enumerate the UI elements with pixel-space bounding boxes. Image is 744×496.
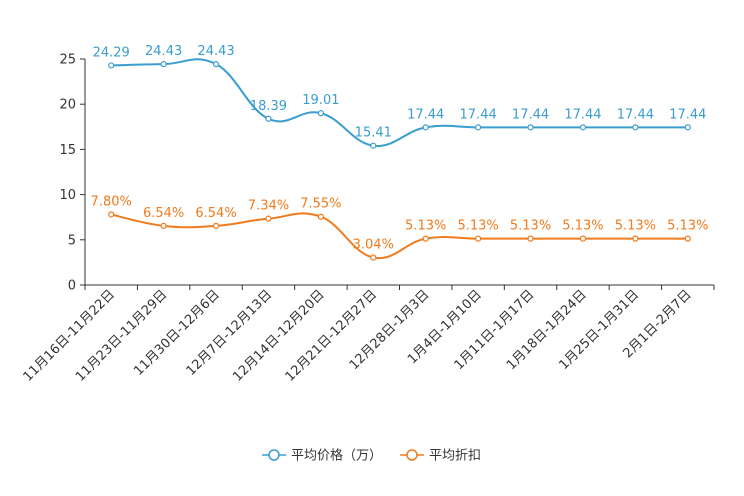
data-point[interactable] (422, 235, 429, 242)
data-point[interactable] (212, 222, 220, 229)
chart-series: 24.29 24.43 24.43 18.39 19.01 15.41 17.44 17.44… (91, 44, 708, 261)
data-point[interactable] (317, 110, 324, 117)
data-point[interactable] (527, 235, 534, 242)
data-label: 17.44 (407, 107, 444, 122)
data-point[interactable] (579, 124, 587, 131)
data-label: 5.13% (510, 219, 551, 234)
legend-marker (406, 449, 418, 461)
y-tick-label: 0 (68, 279, 76, 294)
data-point[interactable] (579, 235, 587, 242)
data-label: 5.13% (667, 219, 708, 234)
legend-item-1[interactable]: 平均折扣 (400, 449, 481, 464)
data-label: 24.43 (145, 44, 182, 59)
y-tick-label: 25 (59, 53, 76, 68)
data-point[interactable] (108, 62, 115, 69)
data-point[interactable] (475, 235, 482, 242)
data-point[interactable] (212, 61, 220, 68)
data-label: 17.44 (669, 107, 706, 122)
data-point[interactable] (160, 61, 167, 68)
x-tick-label: 12月14日-12月20日 (230, 287, 327, 384)
data-label: 24.43 (197, 44, 234, 59)
x-tick-label: 12月21日-12月27日 (283, 287, 380, 384)
data-point[interactable] (108, 211, 115, 218)
legend-label: 平均折扣 (429, 449, 481, 464)
data-point[interactable] (265, 215, 272, 222)
data-point[interactable] (684, 124, 691, 131)
data-point[interactable] (527, 124, 534, 131)
data-label: 7.80% (91, 194, 132, 209)
chart-legend[interactable]: 平均价格（万） 平均折扣 (262, 448, 481, 464)
data-point[interactable] (370, 254, 377, 261)
x-tick-label: 11月23日-11月29日 (73, 287, 170, 384)
y-tick-label: 5 (68, 233, 76, 248)
data-label: 17.44 (512, 107, 549, 122)
data-label: 17.44 (617, 107, 654, 122)
x-tick-label: 11月16日-11月22日 (21, 287, 118, 384)
data-label: 15.41 (355, 126, 392, 141)
data-point[interactable] (475, 124, 482, 131)
y-tick-label: 15 (59, 143, 76, 158)
data-label: 6.54% (143, 206, 184, 221)
legend-label: 平均价格（万） (291, 448, 382, 464)
data-label: 6.54% (195, 206, 236, 221)
data-point[interactable] (632, 235, 639, 242)
data-label: 5.13% (615, 219, 656, 234)
data-label: 5.13% (562, 219, 603, 234)
data-point[interactable] (317, 213, 324, 220)
data-label: 7.34% (248, 199, 289, 214)
legend-marker (268, 449, 280, 461)
data-label: 5.13% (457, 219, 498, 234)
data-point[interactable] (160, 222, 167, 229)
data-label: 19.01 (302, 93, 339, 108)
data-point[interactable] (265, 115, 272, 122)
data-point[interactable] (422, 124, 429, 131)
series-line (111, 58, 688, 147)
data-point[interactable] (632, 124, 639, 131)
data-label: 24.29 (93, 45, 130, 60)
data-point[interactable] (370, 142, 377, 149)
data-label: 7.55% (300, 197, 341, 212)
data-label: 5.13% (405, 219, 446, 234)
data-label: 17.44 (460, 107, 497, 122)
y-tick-label: 10 (59, 188, 76, 203)
y-tick-label: 20 (59, 98, 76, 113)
data-label: 3.04% (353, 238, 394, 253)
data-label: 18.39 (250, 99, 287, 114)
legend-item-0[interactable]: 平均价格（万） (262, 448, 382, 464)
series-1: 7.80% 6.54% 6.54% 7.34% 7.55% 3.04% 5.13% 5.13%… (91, 194, 708, 261)
data-label: 17.44 (564, 107, 601, 122)
series-0: 24.29 24.43 24.43 18.39 19.01 15.41 17.44 17.44… (93, 44, 706, 149)
data-point[interactable] (684, 235, 691, 242)
